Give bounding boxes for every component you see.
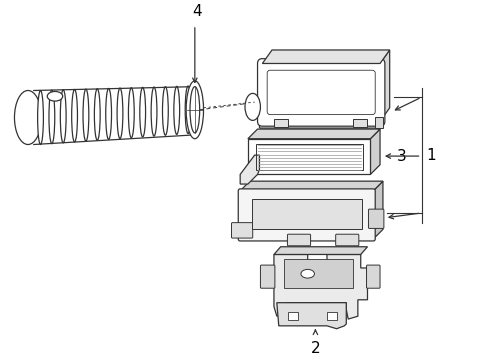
Ellipse shape [163, 87, 168, 135]
Polygon shape [277, 303, 346, 329]
FancyBboxPatch shape [288, 234, 311, 246]
FancyBboxPatch shape [367, 265, 380, 288]
Ellipse shape [186, 81, 203, 139]
Polygon shape [240, 181, 383, 191]
Polygon shape [370, 129, 380, 174]
FancyBboxPatch shape [260, 117, 383, 128]
Ellipse shape [15, 90, 42, 144]
Ellipse shape [95, 89, 100, 140]
Ellipse shape [140, 87, 146, 137]
Ellipse shape [174, 86, 180, 134]
Ellipse shape [60, 90, 66, 143]
FancyBboxPatch shape [336, 234, 359, 246]
Text: 1: 1 [426, 148, 436, 163]
Polygon shape [262, 50, 390, 63]
Ellipse shape [47, 91, 63, 101]
Ellipse shape [83, 89, 89, 141]
FancyBboxPatch shape [368, 209, 384, 229]
Bar [252, 198, 362, 229]
Bar [353, 120, 368, 127]
Ellipse shape [106, 89, 112, 139]
Text: 2: 2 [311, 341, 320, 356]
Ellipse shape [72, 89, 77, 142]
Ellipse shape [49, 90, 55, 144]
FancyBboxPatch shape [258, 59, 385, 126]
Bar [256, 144, 363, 170]
Text: 3: 3 [397, 149, 407, 163]
Ellipse shape [185, 86, 191, 134]
Polygon shape [274, 247, 368, 255]
Bar [375, 117, 383, 128]
Polygon shape [240, 155, 260, 184]
Ellipse shape [301, 269, 315, 278]
Bar [327, 312, 337, 320]
Ellipse shape [151, 87, 157, 136]
Bar [274, 120, 289, 127]
Polygon shape [274, 255, 368, 319]
Ellipse shape [128, 88, 134, 138]
Ellipse shape [190, 87, 199, 133]
Polygon shape [373, 181, 383, 239]
Bar [289, 312, 298, 320]
FancyBboxPatch shape [260, 265, 275, 288]
FancyBboxPatch shape [231, 222, 253, 238]
Bar [248, 139, 370, 174]
Bar [284, 259, 353, 288]
Ellipse shape [245, 93, 260, 120]
Ellipse shape [38, 90, 44, 144]
FancyBboxPatch shape [238, 189, 375, 241]
Text: 4: 4 [192, 4, 201, 19]
Polygon shape [248, 129, 380, 139]
Polygon shape [380, 50, 390, 121]
Ellipse shape [117, 88, 123, 139]
